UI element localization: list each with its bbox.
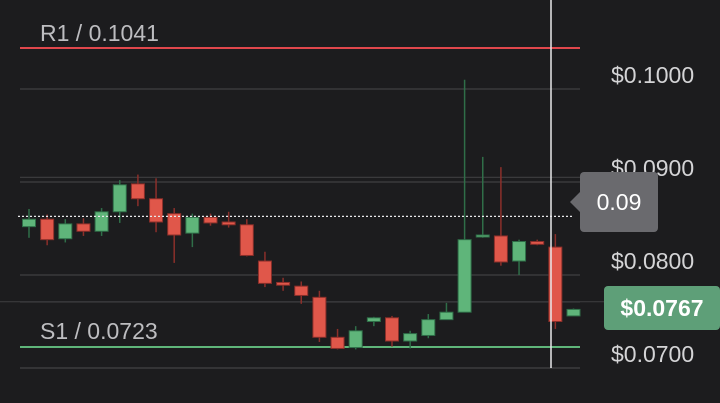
candle xyxy=(185,213,200,248)
candle-body xyxy=(348,330,363,349)
candle xyxy=(167,208,182,263)
candle xyxy=(530,239,545,246)
candle xyxy=(76,218,91,236)
candle-body xyxy=(76,223,91,232)
candle xyxy=(312,290,327,342)
candle xyxy=(493,167,508,266)
candle xyxy=(348,326,363,350)
candle xyxy=(58,219,73,243)
candle-body xyxy=(130,183,145,200)
candle-body xyxy=(566,308,581,317)
price-levels xyxy=(20,47,580,348)
y-tick-label: $0.0800 xyxy=(611,248,695,274)
crosshair xyxy=(18,0,572,368)
candle-body xyxy=(58,223,73,240)
candle xyxy=(40,214,55,246)
candle-body xyxy=(40,218,55,241)
candle-body xyxy=(257,260,272,284)
candle xyxy=(457,79,472,313)
candle xyxy=(548,234,563,329)
candle-body xyxy=(294,285,309,296)
crosshair-value-label: 0.09 xyxy=(570,172,658,232)
candle-body xyxy=(22,218,36,228)
candle xyxy=(239,219,254,257)
resistance-level-label: R1 / 0.1041 xyxy=(40,20,159,46)
grid-lines xyxy=(0,88,605,369)
candle xyxy=(94,208,109,236)
candle-body xyxy=(276,281,291,286)
candle xyxy=(403,330,418,349)
y-tick-label: $0.1000 xyxy=(611,62,695,88)
candle xyxy=(149,178,164,233)
candle-body xyxy=(366,317,381,322)
candle xyxy=(257,251,272,288)
candles xyxy=(22,79,581,350)
candle-body xyxy=(94,211,109,232)
candle xyxy=(439,302,454,321)
candle-body xyxy=(421,319,436,336)
candle-body xyxy=(385,317,399,342)
candle xyxy=(221,211,236,228)
candle xyxy=(385,315,399,347)
candle xyxy=(276,277,291,291)
candle xyxy=(421,314,436,339)
candle-body xyxy=(330,336,345,349)
candle-body xyxy=(512,241,527,262)
candle-body xyxy=(457,239,472,313)
candle xyxy=(130,174,145,207)
candle xyxy=(330,328,345,350)
current-price-badge: $0.0767 xyxy=(604,286,720,330)
candle-body xyxy=(185,216,200,234)
candle-body xyxy=(312,296,327,338)
candle-body xyxy=(149,198,164,223)
candle xyxy=(475,156,490,238)
candle xyxy=(294,281,309,304)
candle-body xyxy=(493,235,508,263)
candle-body xyxy=(221,221,236,226)
candle xyxy=(203,213,218,226)
candle xyxy=(22,208,36,238)
candle-body xyxy=(439,311,454,321)
candle-body xyxy=(403,333,418,342)
candle xyxy=(366,316,381,327)
candle-body xyxy=(530,241,545,245)
candle-body xyxy=(167,213,182,236)
support-level-label: S1 / 0.0723 xyxy=(40,318,158,344)
candle-body xyxy=(112,184,127,213)
candle-body xyxy=(203,216,218,224)
candle xyxy=(512,239,527,275)
candle-body xyxy=(548,246,563,323)
candle-body xyxy=(475,234,490,238)
candle xyxy=(566,308,581,317)
y-tick-label: $0.0700 xyxy=(611,341,695,367)
candle-body xyxy=(239,224,254,256)
